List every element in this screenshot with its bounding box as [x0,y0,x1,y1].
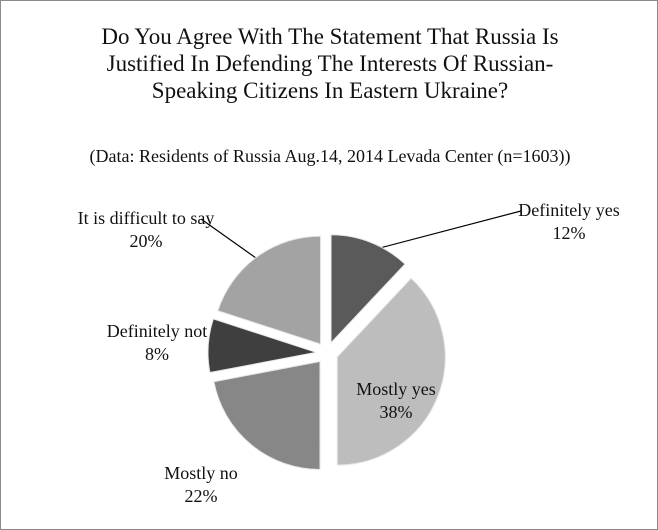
leader-line [375,210,522,250]
value-label: 8% [145,344,169,364]
pie-slice [207,318,317,374]
chart-title: Do You Agree With The Statement That Rus… [101,24,559,103]
pie-slice [213,360,321,470]
category-label: It is difficult to say [77,208,215,228]
pie-slice [330,234,406,345]
category-label: Definitely yes [518,200,620,220]
slice-label: Mostly yes 38% [341,378,451,424]
value-label: 22% [184,486,218,506]
leader-line [200,218,264,264]
chart-subtitle: (Data: Residents of Russia Aug.14, 2014 … [89,146,571,166]
value-label: 20% [129,231,163,251]
value-label: 38% [379,402,413,422]
category-label: Mostly no [164,463,238,483]
pie-slice [217,235,322,345]
slice-label: Mostly no 22% [141,462,261,508]
value-label: 12% [552,223,586,243]
slice-label: Definitely yes 12% [509,199,629,245]
slice-label: It is difficult to say 20% [71,207,221,253]
category-label: Mostly yes [356,379,436,399]
pie-slice [336,277,446,466]
category-label: Definitely not [106,321,208,341]
slice-label: Definitely not 8% [97,320,217,366]
